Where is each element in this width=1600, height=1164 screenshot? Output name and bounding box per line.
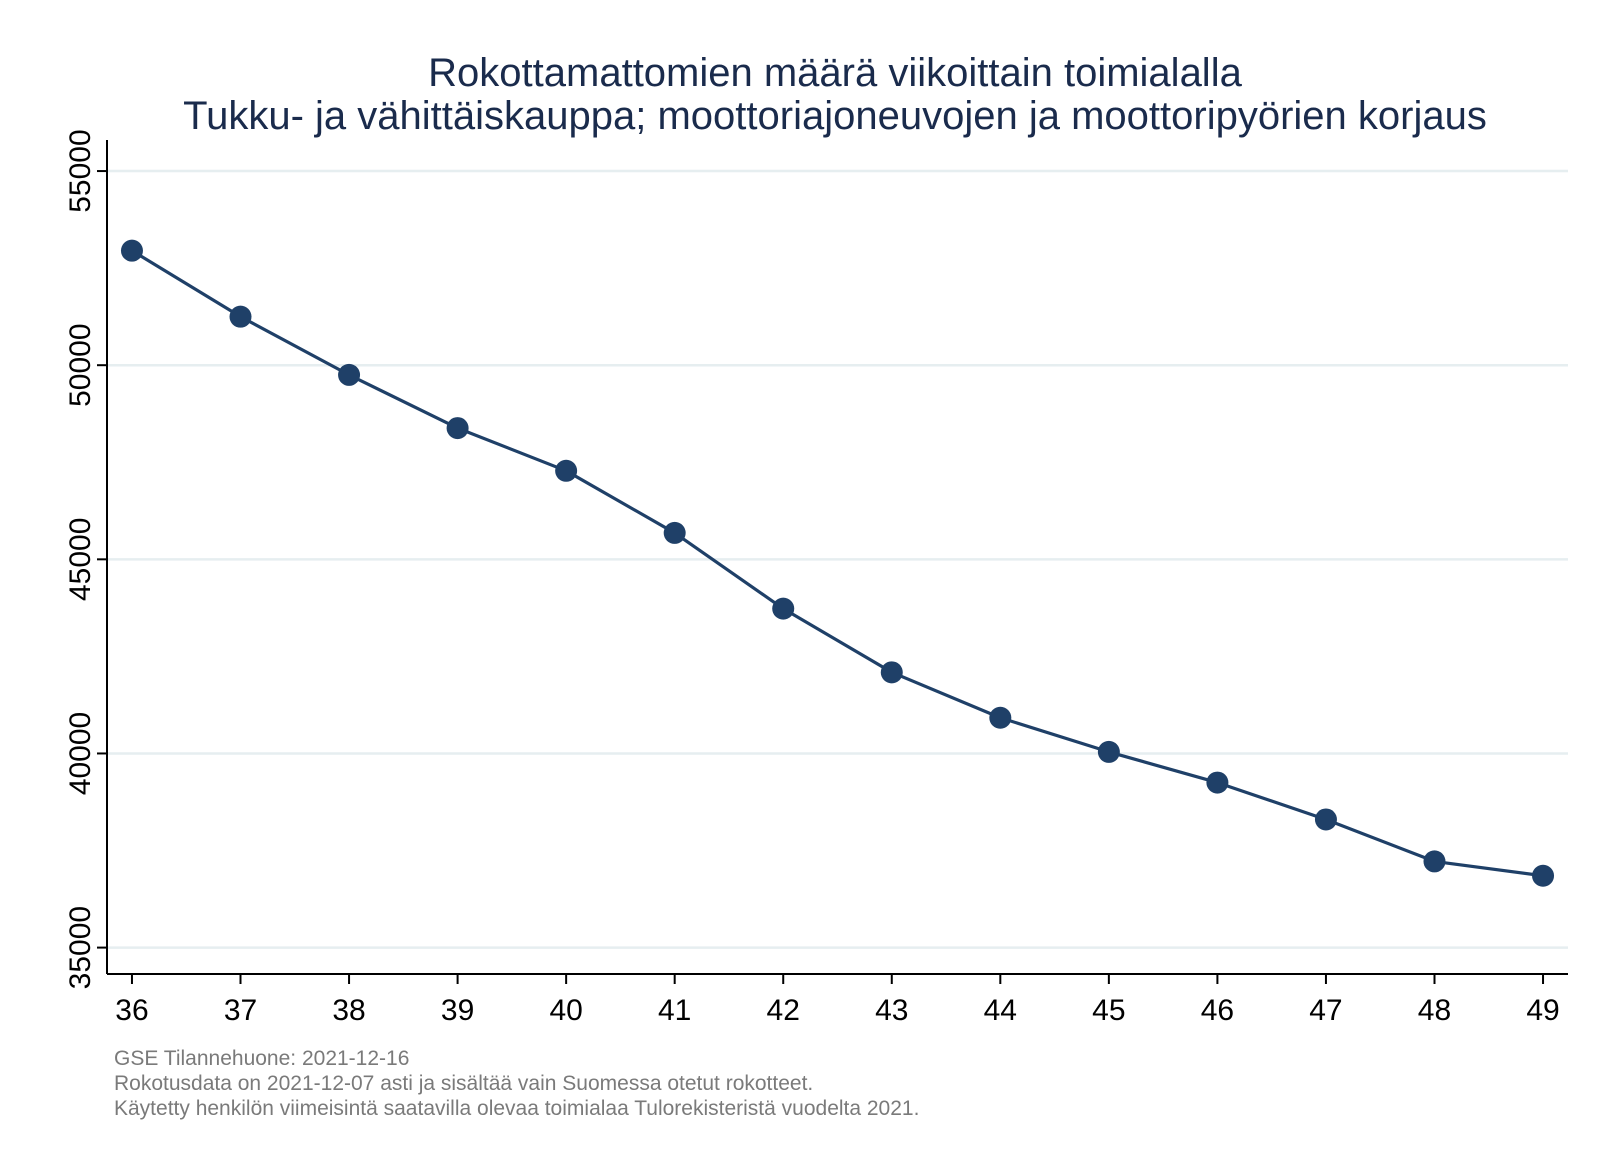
data-point-week-45 bbox=[1097, 740, 1120, 763]
data-point-week-40 bbox=[555, 459, 578, 482]
data-point-week-38 bbox=[338, 363, 361, 386]
data-point-week-47 bbox=[1314, 808, 1337, 831]
axes bbox=[97, 140, 1568, 984]
y-tick-label-35000: 35000 bbox=[64, 906, 97, 989]
data-point-week-48 bbox=[1423, 850, 1446, 873]
x-tick-label-44: 44 bbox=[984, 994, 1017, 1027]
chart-subtitle: Tukku- ja vähittäiskauppa; moottoriajone… bbox=[183, 94, 1487, 138]
y-tick-label-50000: 50000 bbox=[64, 323, 97, 406]
note-data-coverage: Rokotusdata on 2021-12-07 asti ja sisält… bbox=[114, 1072, 813, 1095]
data-point-week-41 bbox=[663, 521, 686, 544]
x-tick-label-36: 36 bbox=[115, 994, 148, 1027]
x-tick-label-48: 48 bbox=[1418, 994, 1451, 1027]
x-tick-label-40: 40 bbox=[549, 994, 582, 1027]
note-methodology: Käytetty henkilön viimeisintä saatavilla… bbox=[114, 1097, 919, 1120]
y-tick-label-40000: 40000 bbox=[64, 712, 97, 795]
x-tick-label-38: 38 bbox=[332, 994, 365, 1027]
x-tick-label-37: 37 bbox=[224, 994, 257, 1027]
data-point-week-44 bbox=[989, 706, 1012, 729]
series-line-0 bbox=[131, 249, 1544, 878]
data-series bbox=[120, 239, 1555, 887]
x-tick-label-41: 41 bbox=[658, 994, 691, 1027]
x-tick-label-49: 49 bbox=[1526, 994, 1559, 1027]
y-tick-label-45000: 45000 bbox=[64, 518, 97, 601]
chart-title: Rokottamattomien määrä viikoittain toimi… bbox=[428, 51, 1242, 95]
data-point-week-42 bbox=[772, 597, 795, 620]
x-tick-label-46: 46 bbox=[1201, 994, 1234, 1027]
data-point-week-36 bbox=[120, 239, 143, 262]
gridlines bbox=[107, 169, 1568, 949]
x-tick-label-39: 39 bbox=[441, 994, 474, 1027]
data-point-week-46 bbox=[1206, 771, 1229, 794]
x-tick-label-43: 43 bbox=[875, 994, 908, 1027]
note-source: GSE Tilannehuone: 2021-12-16 bbox=[114, 1047, 409, 1070]
data-point-week-43 bbox=[880, 661, 903, 684]
y-tick-label-55000: 55000 bbox=[64, 129, 97, 212]
x-tick-label-47: 47 bbox=[1309, 994, 1342, 1027]
x-tick-label-42: 42 bbox=[767, 994, 800, 1027]
data-point-week-49 bbox=[1532, 864, 1555, 887]
data-point-week-39 bbox=[446, 417, 469, 440]
tick-labels: 35000 40000 45000 50000 55000 36 37 38 39 40 41 42 4… bbox=[64, 129, 1560, 1027]
x-tick-label-45: 45 bbox=[1092, 994, 1125, 1027]
data-point-week-37 bbox=[229, 305, 252, 328]
